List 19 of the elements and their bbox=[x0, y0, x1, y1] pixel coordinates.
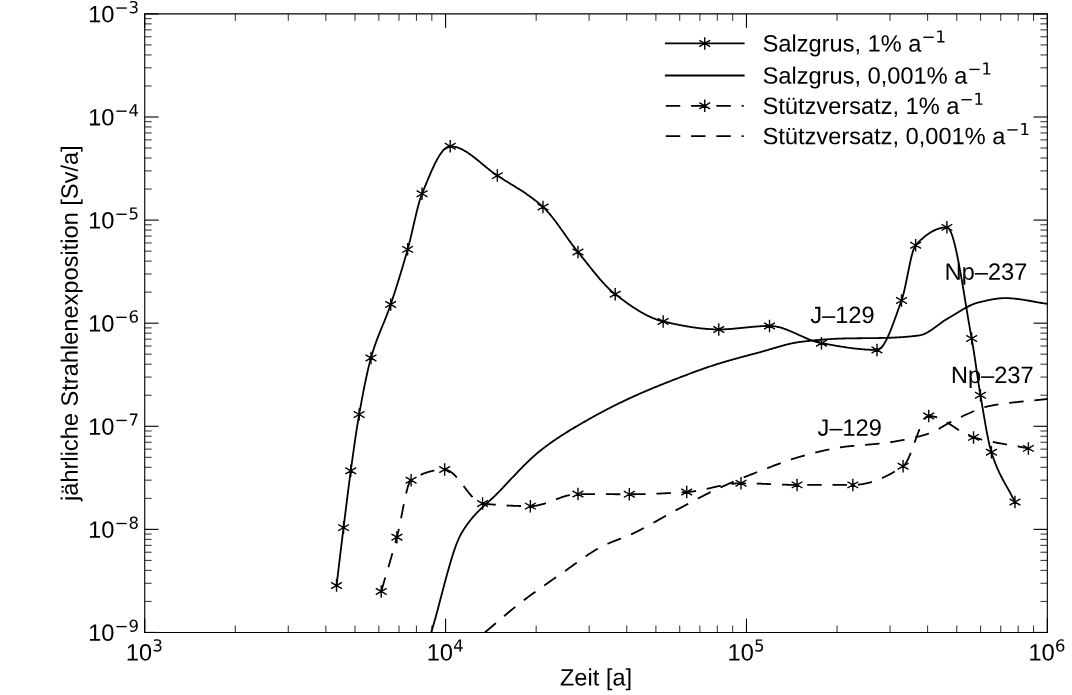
y-tick-label: 10$^{−9}$ bbox=[89, 619, 138, 642]
legend-label: Salzgrus, 1% a$^{−1}$ bbox=[763, 30, 945, 57]
annotation: J–129 bbox=[810, 306, 874, 324]
y-axis-title: jährliche Strahlenexposition [Sv/a] bbox=[60, 147, 83, 502]
y-tick-label: 10$^{−5}$ bbox=[89, 207, 138, 229]
x-tick-label: 10$^{5}$ bbox=[729, 639, 764, 661]
y-tick-label: 10$^{−3}$ bbox=[89, 0, 138, 23]
y-tick-label: 10$^{−7}$ bbox=[89, 413, 138, 435]
y-tick-label: 10$^{−8}$ bbox=[89, 516, 138, 538]
x-tick-label: 10$^{6}$ bbox=[1030, 639, 1065, 661]
annotation: J–129 bbox=[817, 419, 881, 436]
legend-label: Salzgrus, 0,001% a$^{−1}$ bbox=[763, 62, 991, 89]
legend-label: Stützversatz, 0,001% a$^{−1}$ bbox=[763, 123, 1029, 148]
y-tick-label: 10$^{−4}$ bbox=[89, 104, 139, 126]
x-tick-label: 10$^{4}$ bbox=[428, 639, 463, 661]
x-axis-title: Zeit [a] bbox=[560, 668, 631, 691]
x-tick-label: 10$^{3}$ bbox=[127, 639, 162, 661]
y-tick-label: 10$^{−6}$ bbox=[89, 310, 138, 332]
legend-label: Stützversatz, 1% a$^{−1}$ bbox=[763, 92, 983, 117]
